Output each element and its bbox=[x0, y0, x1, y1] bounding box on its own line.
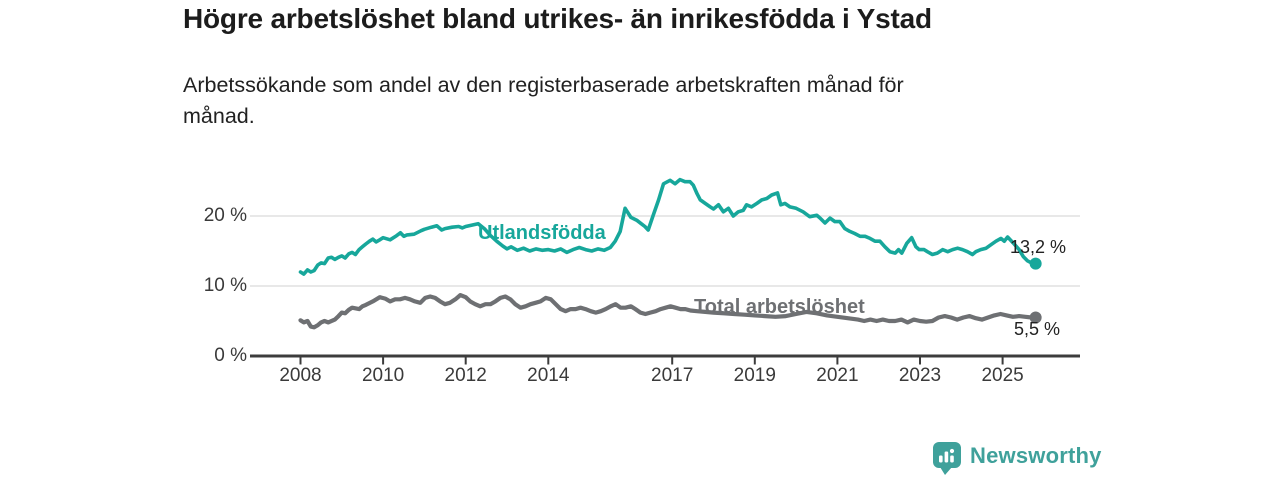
series-end-dot bbox=[1029, 311, 1042, 324]
series-line bbox=[298, 177, 1038, 276]
x-axis-tick-label: 2019 bbox=[733, 365, 776, 386]
x-axis-tick-label: 2012 bbox=[444, 365, 487, 386]
y-axis-tick-label: 20 % bbox=[203, 205, 247, 226]
x-axis-tick-label: 2023 bbox=[898, 365, 942, 386]
brand-name: Newsworthy bbox=[970, 442, 1102, 468]
series-end-dot bbox=[1029, 257, 1042, 270]
chart-subtitle-line-1: Arbetssökande som andel av den registerb… bbox=[183, 73, 904, 97]
end-value-label-utlandsfodda: 13,2 % bbox=[1010, 237, 1067, 257]
x-axis-tick-label: 2008 bbox=[279, 365, 322, 386]
x-axis-tick-label: 2010 bbox=[361, 365, 405, 386]
end-value-label-total-arbetsloshet: 5,5 % bbox=[1014, 319, 1061, 339]
x-axis-tick-label: 2025 bbox=[981, 365, 1024, 386]
chart-subtitle: Arbetssökande som andel av den registerb… bbox=[183, 70, 904, 132]
newsworthy-bars-pin-icon bbox=[933, 442, 961, 475]
series-line bbox=[298, 293, 1038, 330]
y-axis-tick-label: 0 % bbox=[214, 345, 247, 366]
x-axis-tick-label: 2014 bbox=[527, 365, 570, 386]
series-label-total-arbetsloshet: Total arbetslöshet bbox=[694, 296, 865, 318]
y-axis-tick-label: 10 % bbox=[203, 275, 247, 296]
series-label-utlandsfodda: Utlandsfödda bbox=[478, 222, 606, 244]
chart-subtitle-line-2: månad. bbox=[183, 104, 255, 128]
x-axis-tick-label: 2017 bbox=[651, 365, 694, 386]
newsworthy-logo: Newsworthy bbox=[932, 441, 1102, 476]
chart-title: Högre arbetslöshet bland utrikes- än inr… bbox=[183, 3, 932, 34]
x-axis-tick-label: 2021 bbox=[816, 365, 859, 386]
